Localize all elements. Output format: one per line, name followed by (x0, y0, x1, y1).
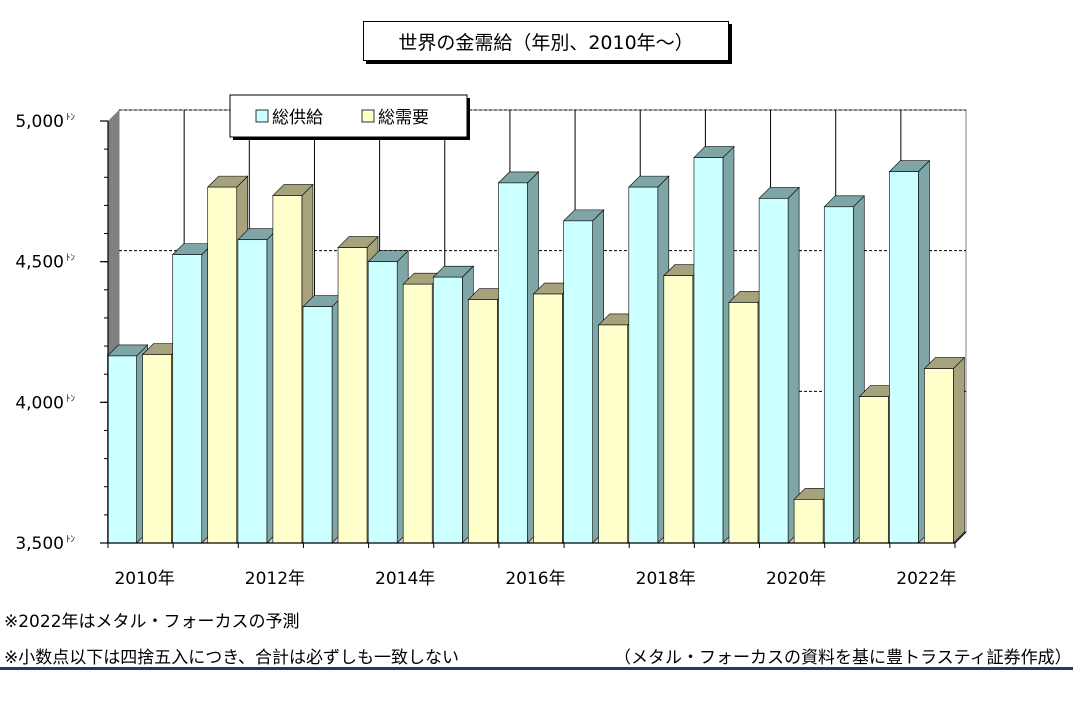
legend-swatch-demand (361, 109, 375, 123)
supply-bar-2021 (823, 206, 854, 544)
source-note: （メタル・フォーカスの資料を基に豊トラスティ証券作成） (614, 648, 1072, 668)
y-unit-label: ﾄﾝ (66, 394, 76, 404)
demand-bar-2014 (402, 283, 433, 544)
footer-rule (0, 667, 1073, 670)
demand-bar-2010 (142, 354, 172, 544)
x-tick-label: 2016年 (505, 569, 565, 589)
supply-bar-2012 (237, 239, 268, 544)
supply-bar-2018 (628, 186, 659, 544)
legend-label-supply: 総供給 (272, 108, 323, 128)
x-tick-label: 2014年 (375, 569, 435, 589)
y-tick-label: 5,000 (15, 112, 64, 132)
demand-bar-2013 (337, 247, 368, 544)
demand-bar-2020 (793, 499, 824, 544)
demand-bar-2022 (924, 368, 954, 544)
rounding-note: ※小数点以下は四捨五入につき、合計は必ずしも一致しない (4, 648, 460, 668)
y-unit-label: ﾄﾝ (66, 113, 76, 123)
demand-bar-2019 (728, 302, 759, 544)
x-tick-label: 2010年 (114, 569, 174, 589)
y-unit-label: ﾄﾝ (66, 535, 76, 545)
supply-bar-2013 (302, 306, 333, 544)
demand-bar-2016 (533, 293, 563, 544)
forecast-note: ※2022年はメタル・フォーカスの予測 (4, 612, 300, 632)
supply-bar-2011 (172, 254, 203, 544)
y-unit-label: ﾄﾝ (66, 254, 76, 264)
demand-bar-2018 (663, 275, 694, 544)
supply-bar-2019 (693, 157, 724, 544)
supply-bar-2016 (498, 182, 528, 544)
supply-bar-2020 (758, 198, 789, 544)
x-tick-label: 2012年 (245, 569, 305, 589)
demand-bar-2021 (858, 396, 889, 544)
legend (229, 94, 468, 138)
demand-bar-2015 (468, 299, 498, 544)
y-tick-label: 4,500 (15, 253, 64, 273)
demand-bar-2011 (207, 186, 238, 544)
supply-bar-2010 (107, 355, 137, 544)
demand-bar-2017 (598, 324, 628, 544)
demand-bar-2022-side (953, 356, 965, 544)
demand-bar-2012 (272, 195, 303, 544)
legend-swatch-supply (255, 109, 269, 123)
chart-title: 世界の金需給（年別、2010年～） (363, 21, 729, 61)
supply-bar-2017 (563, 220, 593, 544)
supply-bar-2014 (367, 261, 398, 544)
supply-bar-2015 (433, 276, 463, 544)
supply-bar-2022 (889, 171, 919, 544)
x-tick-label: 2022年 (896, 569, 956, 589)
legend-label-demand: 総需要 (378, 108, 429, 128)
supply-bar-2020-side (787, 186, 800, 544)
y-tick-label: 3,500 (15, 534, 64, 554)
x-tick-label: 2018年 (636, 569, 696, 589)
x-axis-edge (954, 531, 967, 544)
y-tick-label: 4,000 (15, 393, 64, 413)
x-tick-label: 2020年 (766, 569, 826, 589)
